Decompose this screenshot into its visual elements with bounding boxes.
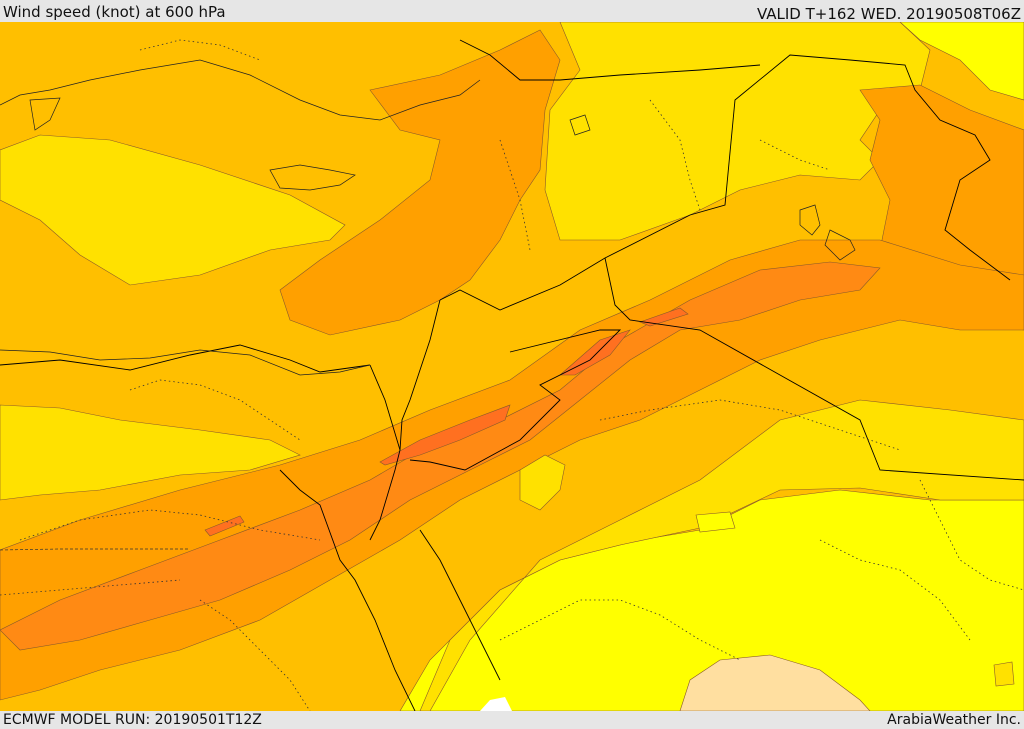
region-pale-tan: [679, 654, 871, 711]
region-deep-orange-core-2: [559, 329, 631, 376]
coastlines: [0, 59, 856, 376]
model-run: ECMWF MODEL RUN: 20190501T12Z: [3, 712, 262, 728]
credit: ArabiaWeather Inc.: [887, 712, 1021, 728]
header-bar: Wind speed (knot) at 600 hPa VALID T+162…: [0, 0, 1024, 22]
region-yellow-patch-1: [519, 454, 566, 511]
region-yellow-patch-3: [993, 661, 1015, 687]
valid-time: VALID T+162 WED. 20190508T06Z: [756, 5, 1021, 23]
region-yellow-northeast: [544, 22, 931, 241]
region-deep-orange-core-3: [639, 307, 689, 327]
region-yellow-southeast: [419, 399, 1024, 711]
region-deep-orange-core-4: [204, 515, 245, 537]
region-dark-orange-jet: [0, 261, 881, 651]
latitude-line: [0, 548, 190, 551]
region-orange-jet: [0, 239, 1024, 701]
footer-bar: ECMWF MODEL RUN: 20190501T12Z ArabiaWeat…: [0, 711, 1024, 729]
region-white-patch: [480, 697, 512, 711]
region-yellow-southwest: [0, 404, 301, 501]
province-boundaries: [0, 39, 1024, 711]
region-yellow-patch-2: [695, 511, 736, 533]
region-yellow-west: [0, 134, 346, 286]
region-bright-yellow-northeast: [899, 22, 1024, 101]
chart-title: Wind speed (knot) at 600 hPa: [3, 3, 226, 21]
map-svg: [0, 22, 1024, 711]
wind-speed-map: [0, 22, 1024, 711]
country-borders: [0, 39, 1024, 711]
